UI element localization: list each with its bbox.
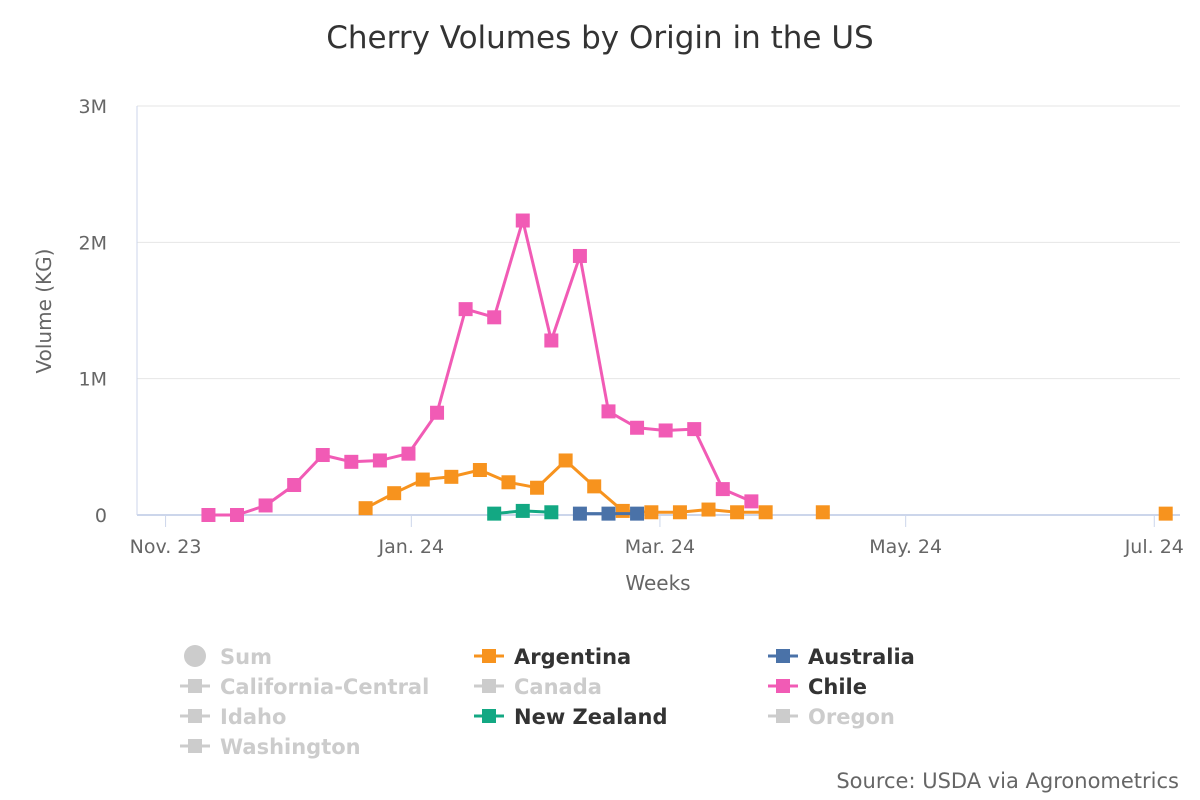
legend-marker — [482, 709, 496, 723]
data-point-chile[interactable] — [601, 404, 616, 419]
data-point-argentina[interactable] — [444, 469, 459, 484]
data-point-new-zealand[interactable] — [515, 503, 530, 518]
data-point-australia[interactable] — [630, 506, 645, 521]
legend-label: Australia — [808, 645, 915, 669]
legend-marker — [482, 679, 496, 693]
data-point-argentina[interactable] — [730, 505, 745, 520]
data-point-argentina[interactable] — [758, 505, 773, 520]
chart-title: Cherry Volumes by Origin in the US — [326, 20, 873, 56]
legend-item-australia[interactable]: Australia — [768, 645, 915, 669]
data-point-argentina[interactable] — [1158, 506, 1173, 521]
y-axis-title: Volume (KG) — [32, 249, 56, 374]
legend-marker — [776, 679, 790, 693]
data-point-chile[interactable] — [201, 508, 216, 522]
data-point-chile[interactable] — [715, 482, 730, 497]
legend-label: Idaho — [220, 705, 286, 729]
data-point-argentina[interactable] — [358, 501, 373, 516]
legend-marker — [188, 709, 202, 723]
gridlines — [137, 105, 1180, 380]
legend-item-idaho[interactable]: Idaho — [180, 705, 286, 729]
x-tick-label: Jan. 24 — [378, 536, 445, 558]
legend-label: Canada — [514, 675, 602, 699]
data-point-argentina[interactable] — [387, 486, 402, 501]
y-tick-label: 2M — [79, 232, 107, 254]
data-point-chile[interactable] — [744, 494, 759, 509]
data-point-chile[interactable] — [372, 453, 387, 468]
series-australia — [572, 506, 645, 521]
y-axis: 0 1M 2M 3M — [79, 96, 138, 527]
data-point-argentina[interactable] — [558, 453, 573, 468]
x-axis: Nov. 23 Jan. 24 Mar. 24 May. 24 Jul. 24 — [130, 514, 1184, 558]
legend-marker — [188, 739, 202, 753]
data-point-argentina[interactable] — [815, 505, 830, 520]
data-point-argentina[interactable] — [644, 505, 659, 520]
data-point-argentina[interactable] — [530, 480, 545, 495]
x-tick-label: Mar. 24 — [625, 536, 695, 558]
data-point-argentina[interactable] — [672, 505, 687, 520]
legend-item-argentina[interactable]: Argentina — [474, 645, 631, 669]
y-tick-label: 0 — [95, 505, 107, 527]
legend-item-california-central[interactable]: California-Central — [180, 675, 429, 699]
data-point-chile[interactable] — [487, 310, 502, 325]
data-point-argentina[interactable] — [587, 479, 602, 494]
legend-marker — [184, 645, 206, 667]
data-point-chile[interactable] — [315, 448, 330, 463]
legend-label: Sum — [220, 645, 272, 669]
y-tick-label: 1M — [79, 369, 107, 391]
y-tick-label: 3M — [79, 96, 107, 118]
series-new-zealand — [487, 503, 559, 521]
legend-label: Washington — [220, 735, 361, 759]
legend-label: Chile — [808, 675, 867, 699]
data-point-chile[interactable] — [630, 420, 645, 435]
data-point-chile[interactable] — [401, 446, 416, 461]
legend-marker — [776, 709, 790, 723]
legend-marker — [482, 649, 496, 663]
data-point-australia[interactable] — [601, 506, 616, 521]
data-point-argentina[interactable] — [701, 502, 716, 517]
legend-marker — [776, 649, 790, 663]
legend-item-oregon[interactable]: Oregon — [768, 705, 895, 729]
data-point-chile[interactable] — [515, 213, 530, 228]
data-point-chile[interactable] — [658, 423, 673, 438]
data-point-chile[interactable] — [687, 422, 702, 437]
legend-item-canada[interactable]: Canada — [474, 675, 602, 699]
source-credit: Source: USDA via Agronometrics — [836, 769, 1179, 793]
legend-item-sum[interactable]: Sum — [184, 645, 272, 669]
legend-label: Argentina — [514, 645, 631, 669]
x-tick-label: May. 24 — [869, 536, 942, 558]
data-point-chile[interactable] — [287, 478, 302, 493]
data-point-argentina[interactable] — [501, 475, 516, 490]
data-point-chile[interactable] — [258, 498, 273, 513]
legend-marker — [188, 679, 202, 693]
data-point-australia[interactable] — [572, 506, 587, 521]
data-point-chile[interactable] — [344, 454, 359, 469]
data-point-argentina[interactable] — [472, 463, 487, 478]
x-tick-label: Jul. 24 — [1124, 536, 1184, 558]
x-axis-title: Weeks — [625, 571, 690, 595]
data-point-new-zealand[interactable] — [487, 506, 502, 521]
series-layer — [201, 213, 1173, 522]
series-chile — [201, 213, 759, 522]
legend-label: California-Central — [220, 675, 429, 699]
data-point-argentina[interactable] — [615, 503, 630, 518]
data-point-chile[interactable] — [544, 333, 559, 348]
legend-item-washington[interactable]: Washington — [180, 735, 361, 759]
legend-item-new-zealand[interactable]: New Zealand — [474, 705, 668, 729]
data-point-chile[interactable] — [430, 405, 445, 420]
legend-label: Oregon — [808, 705, 895, 729]
data-point-new-zealand[interactable] — [544, 505, 559, 520]
legend: Sum Argentina Australia California-Central C… — [180, 645, 915, 759]
data-point-chile[interactable] — [572, 248, 587, 263]
x-tick-label: Nov. 23 — [130, 536, 202, 558]
series-argentina — [358, 453, 1173, 521]
data-point-chile[interactable] — [230, 508, 245, 522]
data-point-chile[interactable] — [458, 302, 473, 317]
legend-item-chile[interactable]: Chile — [768, 675, 867, 699]
data-point-argentina[interactable] — [415, 472, 430, 487]
legend-label: New Zealand — [514, 705, 668, 729]
